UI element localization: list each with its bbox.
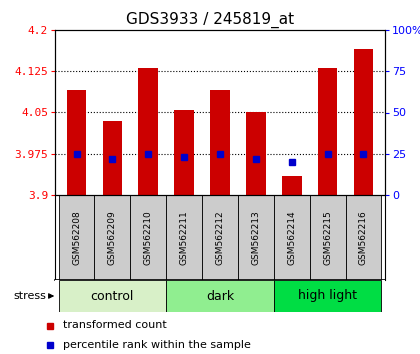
Text: transformed count: transformed count bbox=[63, 320, 167, 331]
Text: GSM562216: GSM562216 bbox=[359, 210, 368, 265]
Text: control: control bbox=[91, 290, 134, 303]
Text: GDS3933 / 245819_at: GDS3933 / 245819_at bbox=[126, 12, 294, 28]
Text: GSM562215: GSM562215 bbox=[323, 210, 332, 265]
Bar bbox=[354, 49, 373, 195]
Bar bbox=[139, 69, 158, 195]
Bar bbox=[238, 195, 274, 280]
Bar bbox=[346, 195, 381, 280]
Bar bbox=[102, 121, 122, 195]
Text: percentile rank within the sample: percentile rank within the sample bbox=[63, 339, 251, 349]
Text: GSM562214: GSM562214 bbox=[287, 210, 296, 265]
Bar bbox=[202, 195, 238, 280]
Bar bbox=[310, 195, 346, 280]
Text: GSM562209: GSM562209 bbox=[108, 210, 117, 265]
Bar bbox=[174, 110, 194, 195]
Bar bbox=[166, 195, 202, 280]
Bar bbox=[274, 195, 310, 280]
Text: stress: stress bbox=[14, 291, 47, 301]
Bar bbox=[274, 280, 381, 312]
Bar bbox=[282, 176, 302, 195]
Bar bbox=[94, 195, 130, 280]
Bar bbox=[166, 280, 274, 312]
Text: dark: dark bbox=[206, 290, 234, 303]
Text: GSM562211: GSM562211 bbox=[180, 210, 189, 265]
Bar bbox=[246, 113, 266, 195]
Text: GSM562208: GSM562208 bbox=[72, 210, 81, 265]
Bar bbox=[58, 195, 94, 280]
Bar bbox=[210, 91, 230, 195]
Bar bbox=[318, 69, 338, 195]
Bar bbox=[67, 91, 87, 195]
Bar bbox=[130, 195, 166, 280]
Text: GSM562210: GSM562210 bbox=[144, 210, 153, 265]
Text: high light: high light bbox=[298, 290, 357, 303]
Text: GSM562213: GSM562213 bbox=[251, 210, 260, 265]
Bar bbox=[58, 280, 166, 312]
Text: GSM562212: GSM562212 bbox=[215, 210, 225, 265]
